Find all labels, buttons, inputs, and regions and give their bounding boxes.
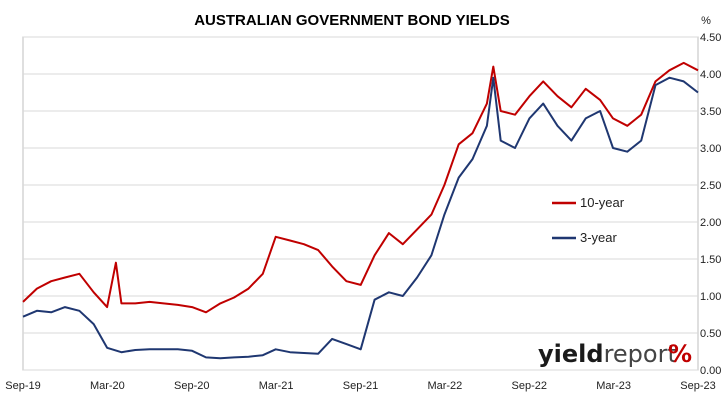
chart-title: AUSTRALIAN GOVERNMENT BOND YIELDS	[194, 12, 510, 29]
y-tick-label-9: 4.50	[700, 32, 721, 44]
series-lines	[22, 61, 699, 360]
x-tick-label-8: Sep-23	[680, 380, 715, 392]
x-axis-ticks: Sep-19 Mar-20 Sep-20 Mar-21 Sep-21 Mar-22 Sep-…	[5, 380, 715, 392]
y-tick-label-2: 1.00	[700, 291, 721, 303]
x-tick-label-7: Mar-23	[596, 380, 631, 392]
yieldreport-logo: yieldreport %	[538, 340, 692, 368]
x-tick-label-6: Sep-22	[512, 380, 547, 392]
x-tick-label-1: Mar-20	[90, 380, 125, 392]
y-tick-label-4: 2.00	[700, 217, 721, 229]
logo-text-bold: yield	[538, 340, 604, 368]
grid-lines	[23, 36, 698, 371]
x-tick-label-2: Sep-20	[174, 380, 209, 392]
series-line-3-year	[22, 76, 699, 360]
y-axis-unit: %	[701, 15, 711, 27]
series-line-10-year	[22, 61, 699, 314]
y-tick-label-0: 0.00	[700, 365, 721, 377]
y-tick-label-8: 4.00	[700, 69, 721, 81]
x-tick-label-0: Sep-19	[5, 380, 40, 392]
plot-area	[22, 36, 699, 371]
y-tick-label-1: 0.50	[700, 328, 721, 340]
legend: 10-year 3-year	[552, 195, 625, 245]
logo-percent-icon: %	[668, 340, 692, 368]
y-axis-ticks: 0.00 0.50 1.00 1.50 2.00 2.50 3.00 3.50 4.00 4.50	[700, 32, 721, 377]
x-tick-label-4: Sep-21	[343, 380, 378, 392]
legend-label-3-year: 3-year	[580, 230, 618, 245]
x-tick-label-3: Mar-21	[259, 380, 294, 392]
y-tick-label-5: 2.50	[700, 180, 721, 192]
svg-text:yieldreport: yieldreport	[538, 340, 677, 368]
x-tick-label-5: Mar-22	[427, 380, 462, 392]
y-tick-label-6: 3.00	[700, 143, 721, 155]
legend-label-10-year: 10-year	[580, 195, 625, 210]
y-tick-label-3: 1.50	[700, 254, 721, 266]
logo-text-light: report	[604, 340, 677, 368]
y-tick-label-7: 3.50	[700, 106, 721, 118]
